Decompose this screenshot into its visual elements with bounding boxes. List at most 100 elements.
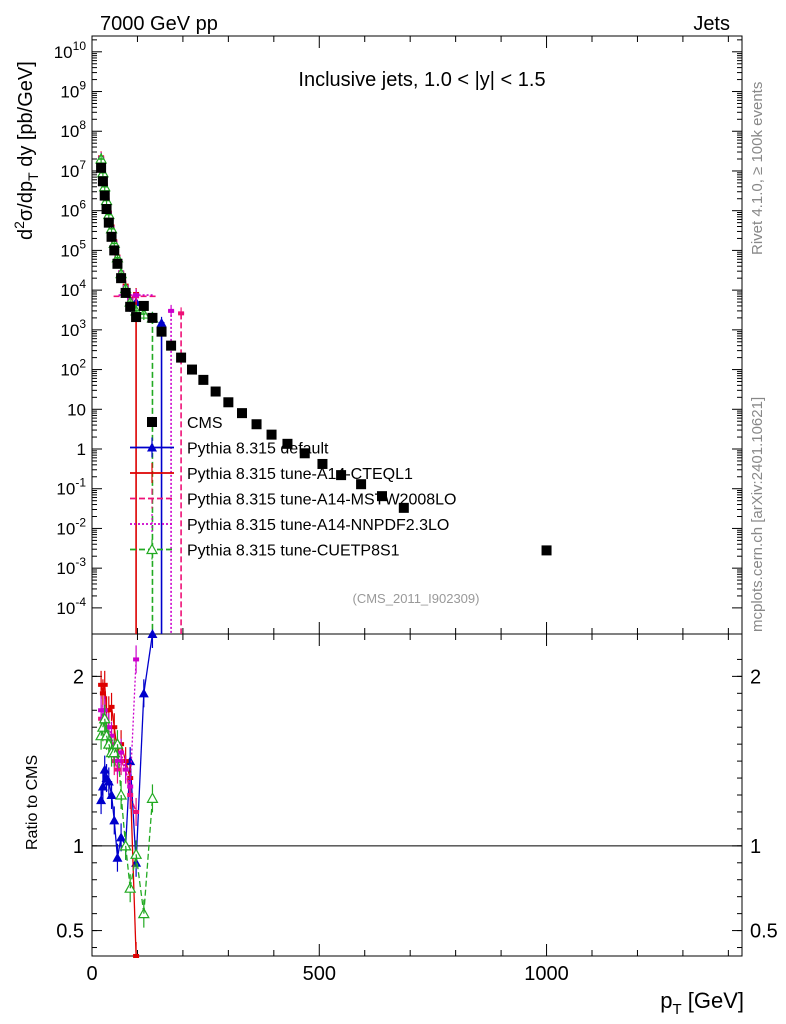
main-tick-label: 108 — [60, 118, 86, 141]
cms-data-point — [120, 287, 131, 298]
main-tick-label: 10-4 — [56, 595, 86, 618]
ratio-line — [129, 659, 137, 787]
ratio-point — [147, 629, 158, 638]
main-tick-label: 102 — [60, 357, 86, 380]
cms-data-point — [398, 502, 409, 513]
cms-data-point — [237, 408, 247, 419]
main-y-axis-label: d2σ/dpT dy [pb/GeV] — [11, 61, 41, 240]
legend-marker-cms — [147, 417, 157, 427]
analysis-tag: (CMS_2011_I902309) — [353, 591, 480, 606]
cms-data-point — [210, 386, 221, 397]
cms-data-point — [96, 162, 107, 173]
legend-label: CMS — [187, 415, 223, 432]
cms-data-point — [166, 340, 177, 351]
x-axis-ticks: 0 500 1000 — [86, 36, 729, 985]
cms-data-point — [116, 273, 127, 284]
mcplots-label: mcplots.cern.ch [arXiv:2401.10621] — [749, 397, 766, 632]
cms-data-point — [317, 458, 328, 469]
ratio-tick-label-right: 0.5 — [750, 921, 778, 943]
cms-data-point — [99, 190, 110, 201]
rivet-label: Rivet 4.1.0, ≥ 100k events — [749, 82, 766, 255]
cms-data-point — [156, 326, 167, 337]
x-tick-label: 500 — [303, 963, 336, 985]
cms-data-point — [187, 364, 197, 375]
cms-data-point — [125, 301, 136, 312]
cms-data-point — [251, 419, 262, 430]
main-tick-label: 109 — [60, 79, 86, 102]
legend-label: Pythia 8.315 default — [187, 441, 329, 458]
ratio-line — [129, 854, 137, 889]
main-tick-label: 105 — [60, 237, 86, 260]
cms-data-point — [147, 312, 158, 323]
x-tick-label: 1000 — [524, 963, 569, 985]
ratio-point — [146, 792, 159, 803]
x-axis-label: pT [GeV] — [660, 988, 744, 1018]
main-tick-label: 104 — [60, 277, 86, 300]
main-tick-label: 10-3 — [56, 555, 86, 578]
cms-data-point — [138, 300, 149, 311]
cms-data-point — [131, 312, 142, 323]
legend: CMS Pythia 8.315 default Pythia 8.315 tune… — [130, 415, 456, 560]
ratio-line — [105, 735, 110, 745]
main-tick-label: 103 — [60, 317, 86, 340]
cms-data-point — [112, 258, 123, 269]
ratio-point — [122, 767, 129, 772]
ratio-plot-marks — [95, 629, 159, 958]
ratio-line — [100, 710, 104, 719]
legend-label: Pythia 8.315 tune-A14-MSTW2008LO — [187, 492, 456, 509]
ratio-line — [143, 633, 154, 694]
cms-data-point — [541, 545, 552, 556]
cms-data-point — [223, 397, 234, 408]
legend-marker — [145, 543, 159, 555]
main-tick-label: 10 — [67, 400, 86, 419]
ratio-point — [133, 657, 140, 662]
ratio-line — [124, 845, 131, 889]
ratio-point — [133, 954, 140, 958]
ratio-tick-label-left: 0.5 — [56, 921, 84, 943]
cms-data-point — [356, 479, 367, 490]
ratio-point — [133, 809, 140, 814]
plot-title: Inclusive jets, 1.0 < |y| < 1.5 — [298, 69, 545, 91]
cms-data-point — [106, 231, 117, 242]
ratio-y-axis-label: Ratio to CMS — [24, 755, 41, 850]
header-left: 7000 GeV pp — [100, 13, 218, 35]
ratio-line — [129, 778, 137, 957]
ratio-tick-label-left: 1 — [73, 836, 84, 858]
ratio-line — [129, 794, 137, 813]
ratio-line — [120, 752, 127, 770]
header-right: Jets — [693, 13, 730, 35]
cms-data-point — [103, 217, 114, 228]
main-plot-marks — [95, 151, 552, 634]
main-axis-ticks: 10-4 10-3 10-2 10-1 1 10 102 103 104 105 106 107 108… — [54, 39, 742, 618]
ratio-line — [110, 735, 115, 753]
legend-label: Pythia 8.315 tune-A14-CTEQL1 — [187, 466, 413, 483]
ratio-axis-ticks: 0.5 0.5 1 1 2 2 — [56, 658, 778, 949]
main-tick-label: 1010 — [54, 39, 87, 62]
cms-data-point — [377, 491, 387, 502]
main-tick-label: 10-2 — [56, 515, 86, 538]
ratio-line — [125, 769, 131, 787]
cms-data-point — [109, 245, 120, 256]
legend-label: Pythia 8.315 tune-CUETP8S1 — [187, 543, 400, 560]
ratio-point — [109, 815, 120, 825]
main-tick-label: 106 — [60, 198, 86, 221]
ratio-tick-label-right: 1 — [750, 836, 761, 858]
legend-marker — [147, 442, 157, 452]
legend-label: Pythia 8.315 tune-A14-NNPDF2.3LO — [187, 517, 449, 534]
ratio-line — [135, 693, 145, 863]
ratio-line — [135, 854, 145, 914]
cms-data-point — [101, 204, 112, 215]
ratio-point — [116, 832, 127, 842]
ratio-plot-frame — [91, 633, 743, 957]
ratio-line — [108, 727, 113, 736]
cms-data-point — [266, 429, 277, 440]
main-tick-label: 10-1 — [56, 476, 86, 499]
cms-data-point — [176, 352, 187, 363]
ratio-point — [99, 764, 110, 774]
ratio-point — [106, 790, 117, 799]
ratio-line — [108, 743, 113, 753]
cms-data-point — [97, 176, 108, 187]
ratio-tick-label-left: 2 — [73, 666, 84, 688]
cms-data-point — [299, 448, 310, 459]
